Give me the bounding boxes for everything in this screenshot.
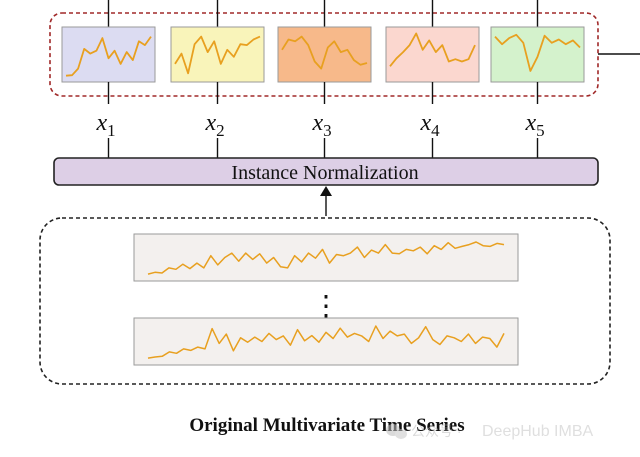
wechat-icon <box>386 424 407 439</box>
channel-3-label: x3 <box>312 110 332 140</box>
channel-4-label: x4 <box>420 110 441 140</box>
raw-series-1-line <box>147 241 505 275</box>
channel-1-series-line <box>65 36 152 77</box>
channel-5-series-line <box>494 33 581 72</box>
watermark-prefix: 公众号 · <box>411 423 462 439</box>
raw-series-group-frame <box>39 217 611 385</box>
channel-1-panel <box>61 26 156 83</box>
channel-3-panel <box>277 26 372 83</box>
channel-4-series-line <box>389 32 476 67</box>
raw-series-panels <box>133 233 519 366</box>
watermark: 公众号 · DeepHub IMBA <box>386 423 593 440</box>
channel-2-series-line <box>174 35 261 75</box>
watermark-brand: DeepHub IMBA <box>482 423 593 440</box>
instance-normalization-box <box>53 157 599 186</box>
raw-series-2-line <box>147 325 505 359</box>
vertical-ellipsis: ⋮ <box>312 291 340 322</box>
channel-3-series-line <box>281 35 368 70</box>
up-arrow-head <box>320 186 332 196</box>
channel-5-label: x5 <box>525 110 545 140</box>
channel-1-label: x1 <box>96 110 116 140</box>
channel-2-label: x2 <box>205 110 225 140</box>
instance-normalization-label: Instance Normalization <box>231 162 418 184</box>
channel-panels: x1 x2 x3 x4 x5 <box>61 0 585 158</box>
raw-series-2-panel <box>133 317 519 366</box>
